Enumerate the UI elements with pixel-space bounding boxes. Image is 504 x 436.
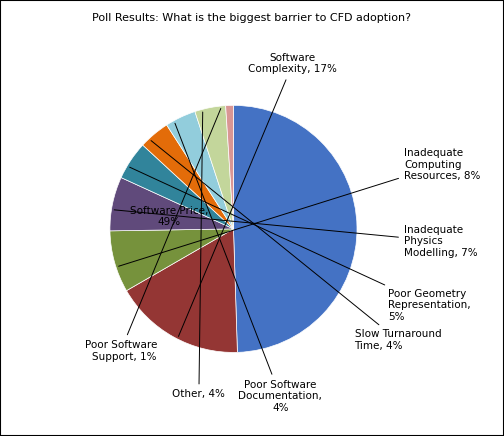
Wedge shape — [143, 125, 233, 229]
Wedge shape — [226, 106, 233, 229]
Text: Inadequate
Computing
Resources, 8%: Inadequate Computing Resources, 8% — [118, 148, 480, 266]
Wedge shape — [195, 106, 233, 229]
Wedge shape — [167, 112, 233, 229]
Wedge shape — [233, 106, 357, 352]
Text: Inadequate
Physics
Modelling, 7%: Inadequate Physics Modelling, 7% — [114, 210, 478, 258]
Text: Poor Geometry
Representation,
5%: Poor Geometry Representation, 5% — [130, 167, 471, 322]
Text: Poor Software
Support, 1%: Poor Software Support, 1% — [85, 109, 221, 362]
Wedge shape — [110, 177, 233, 231]
Text: Other, 4%: Other, 4% — [172, 112, 225, 399]
Text: Software
Complexity, 17%: Software Complexity, 17% — [178, 53, 337, 337]
Text: Slow Turnaround
Time, 4%: Slow Turnaround Time, 4% — [151, 140, 441, 351]
Wedge shape — [121, 145, 233, 229]
Text: Poor Software
Documentation,
4%: Poor Software Documentation, 4% — [175, 123, 323, 413]
Wedge shape — [110, 229, 233, 291]
Text: Poll Results: What is the biggest barrier to CFD adoption?: Poll Results: What is the biggest barrie… — [93, 13, 411, 23]
Text: Software Price,
49%: Software Price, 49% — [130, 206, 209, 227]
Wedge shape — [127, 229, 237, 352]
